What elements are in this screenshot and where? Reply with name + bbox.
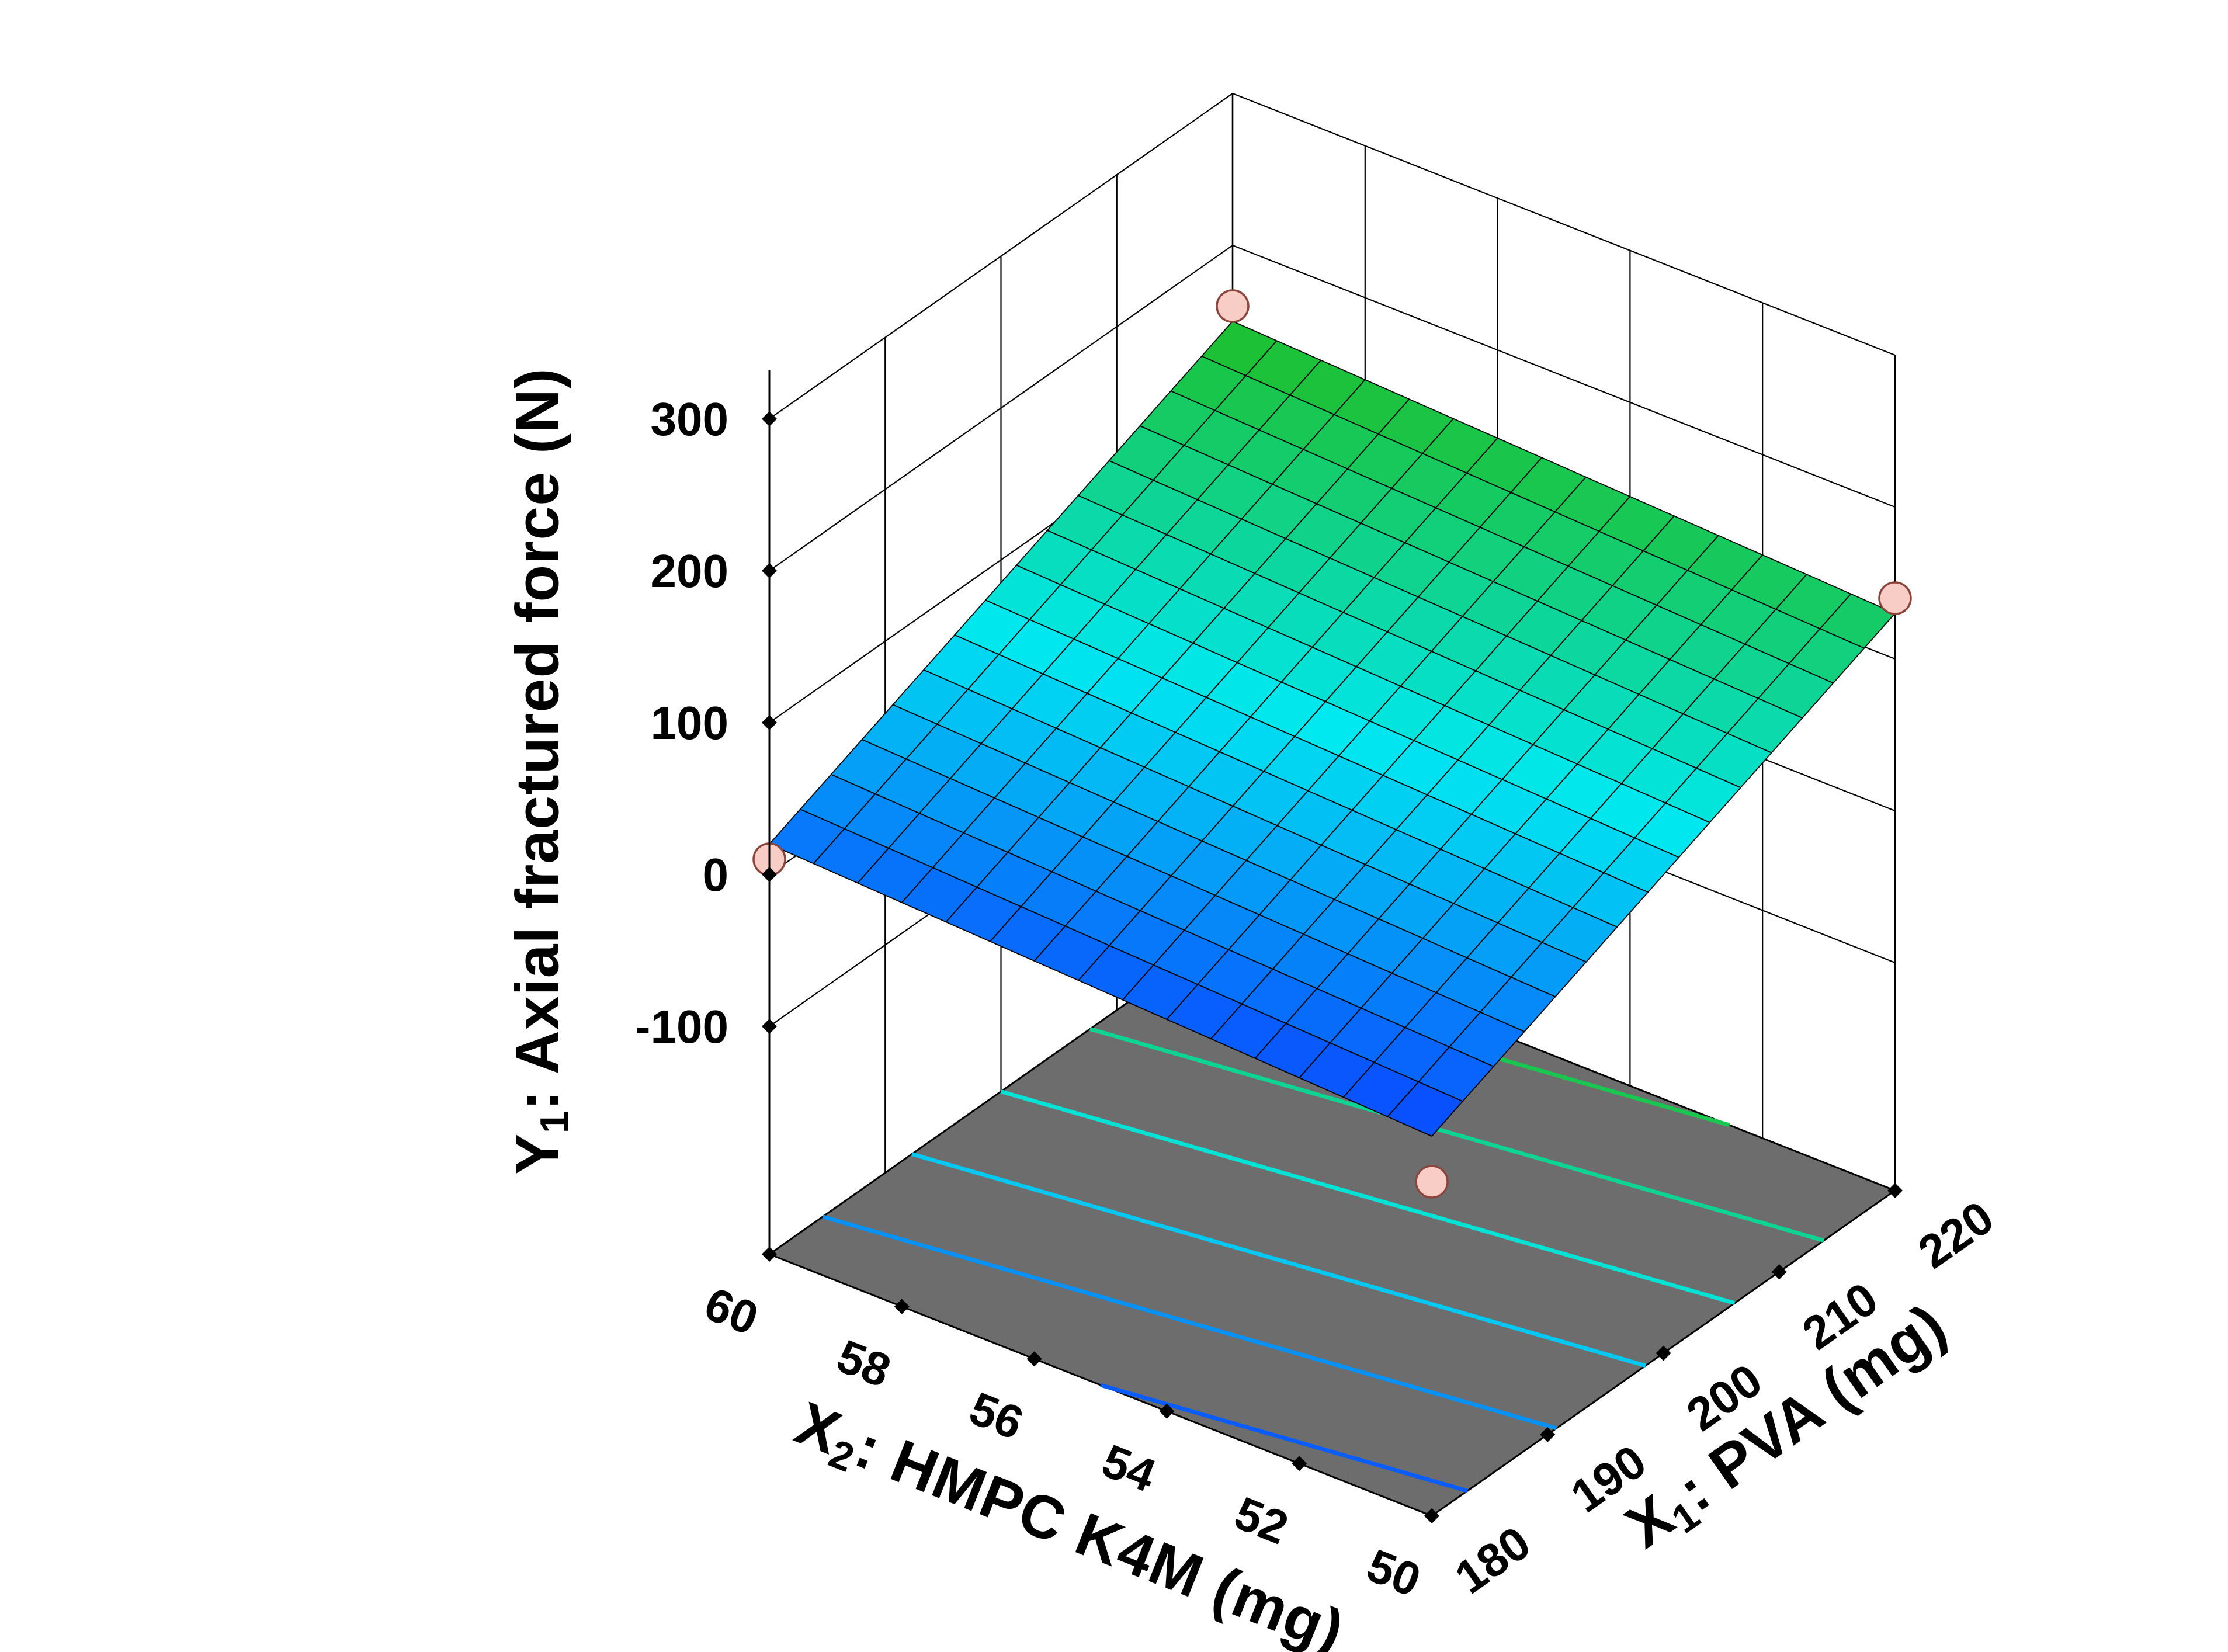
contour-line (822, 1214, 1557, 1431)
axis-tick-marker (1292, 1456, 1307, 1471)
axis-tick-marker (762, 867, 777, 882)
x2-axis-tick-label: 60 (697, 1278, 765, 1345)
axis-tick-marker (894, 1299, 910, 1314)
x2-axis-tick-label: 58 (830, 1330, 897, 1397)
axis-tick-marker (1656, 1345, 1671, 1361)
x1-axis-tick-label: 180 (1446, 1516, 1539, 1604)
axis-tick-marker (762, 715, 777, 730)
contour-line (1100, 1383, 1468, 1493)
axis-tick-marker (1424, 1508, 1439, 1523)
axis-tick-marker (762, 1019, 777, 1034)
wall-gridline-z (1232, 244, 1896, 508)
design-point (1216, 289, 1250, 323)
axis-tick-marker (1771, 1264, 1787, 1280)
axis-tick-marker (762, 411, 777, 426)
x2-axis-tick-label: 50 (1360, 1539, 1427, 1607)
z-axis-tick-label: 200 (651, 545, 728, 597)
contour-line (1089, 1027, 1824, 1243)
contour-line (911, 1152, 1646, 1368)
x2-axis-tick-label: 56 (963, 1382, 1030, 1450)
design-point (1878, 581, 1912, 615)
axis-tick-marker (1159, 1403, 1175, 1419)
wall-gridline-z (1232, 92, 1896, 356)
x2-axis-tick-label: 54 (1095, 1434, 1163, 1502)
axis-tick-marker (1540, 1427, 1556, 1442)
z-axis-tick-label: 300 (651, 393, 728, 445)
contour-line (1000, 1089, 1736, 1306)
z-axis-title: Y1: Axial fractured force (N) (503, 368, 577, 1175)
x2-axis-tick-label: 52 (1228, 1487, 1295, 1554)
z-axis-tick-label: 100 (651, 697, 728, 749)
z-axis-tick-label: -100 (635, 1001, 728, 1053)
x1-axis-tick-label: 220 (1909, 1191, 2003, 1279)
z-axis-title-sub: 1 (532, 1110, 577, 1134)
axis-tick-marker (762, 563, 777, 578)
surface-cell (1387, 1081, 1463, 1137)
z-axis-title-main: Y (504, 1133, 572, 1175)
design-point (1415, 1165, 1449, 1199)
axis-tick-marker (1887, 1183, 1903, 1198)
axis-tick-marker (1026, 1351, 1042, 1367)
axis-tick-marker (762, 1247, 777, 1262)
z-axis-tick-label: 0 (703, 849, 729, 901)
z-axis-title-rest: : Axial fractured force (N) (504, 367, 572, 1110)
